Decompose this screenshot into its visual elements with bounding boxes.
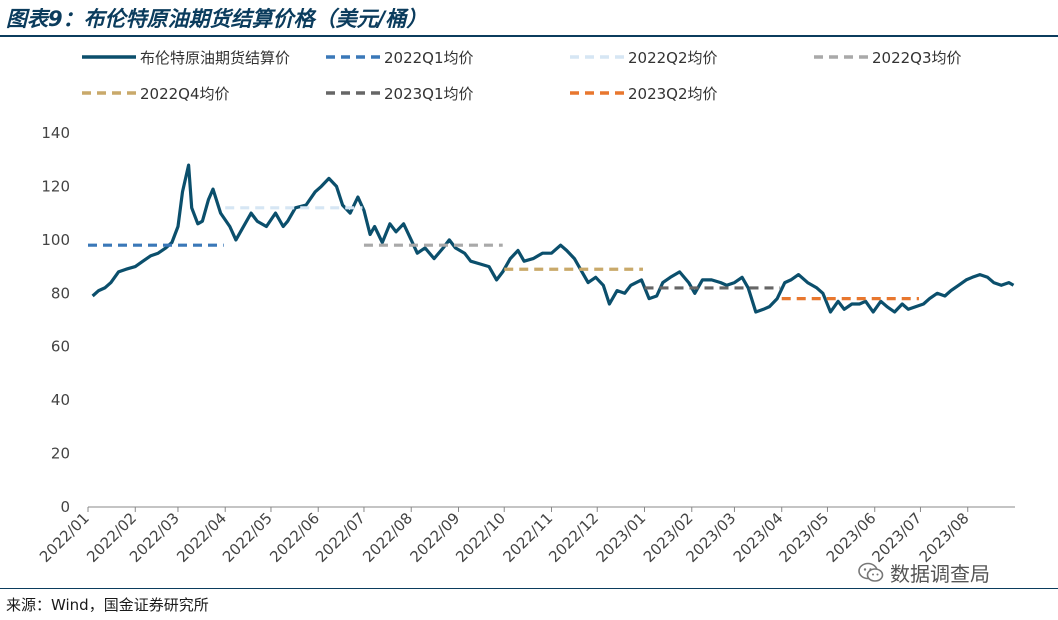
y-tick-label: 80 [51, 284, 70, 302]
y-tick-label: 100 [41, 231, 70, 249]
x-tick-label: 2022/07 [312, 509, 369, 566]
legend-label-5: 2023Q1均价 [384, 85, 474, 103]
x-tick-label: 2022/10 [452, 509, 509, 566]
y-tick-label: 60 [51, 338, 70, 356]
title-divider [0, 35, 1058, 37]
legend-label-6: 2023Q2均价 [628, 85, 718, 103]
x-tick-label: 2022/04 [173, 509, 230, 566]
legend-label-2: 2022Q2均价 [628, 49, 718, 67]
legend-label-1: 2022Q1均价 [384, 49, 474, 67]
brent-price-chart: 0204060801001201402022/012022/022022/032… [36, 49, 1015, 566]
legend-label-4: 2022Q4均价 [140, 85, 230, 103]
y-tick-label: 20 [51, 445, 70, 463]
x-tick-label: 2022/05 [219, 509, 276, 566]
watermark-text: 数据调查局 [890, 562, 990, 586]
source-note: 来源：Wind，国金证券研究所 [6, 596, 209, 614]
y-tick-label: 120 [41, 177, 70, 195]
y-tick-label: 40 [51, 391, 70, 409]
source-divider [0, 588, 1058, 589]
x-tick-label: 2023/04 [730, 509, 787, 566]
x-tick-label: 2022/01 [36, 509, 93, 566]
legend-label-0: 布伦特原油期货结算价 [140, 49, 290, 67]
y-tick-label: 0 [60, 498, 70, 516]
wechat-icon [858, 562, 884, 582]
series-line-brent [91, 163, 1015, 314]
x-tick-label: 2022/09 [407, 509, 464, 566]
x-tick-label: 2023/05 [775, 509, 832, 566]
x-tick-label: 2022/12 [545, 509, 602, 566]
x-tick-label: 2022/08 [359, 509, 416, 566]
x-tick-label: 2022/06 [266, 509, 323, 566]
figure-title: 图表9：布伦特原油期货结算价格（美元/桶） [6, 7, 428, 31]
x-tick-label: 2022/11 [500, 509, 557, 566]
x-tick-label: 2023/01 [593, 509, 650, 566]
y-tick-label: 140 [41, 124, 70, 142]
legend-label-3: 2022Q3均价 [872, 49, 962, 67]
watermark: 数据调查局 [858, 558, 990, 587]
